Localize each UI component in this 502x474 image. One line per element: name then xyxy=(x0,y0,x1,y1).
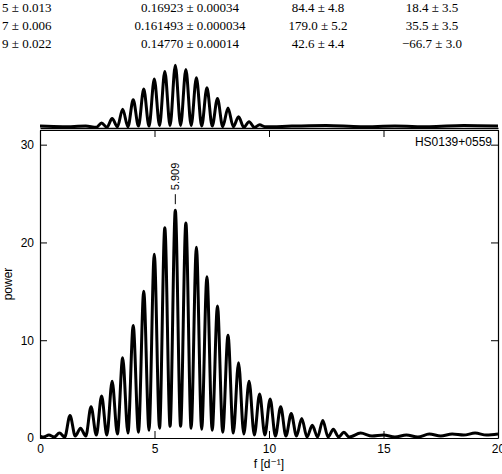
table-cell: −66.7 ± 3.0 xyxy=(402,36,462,51)
table-cell: 7 ± 0.006 xyxy=(2,18,52,33)
table-cell: 9 ± 0.022 xyxy=(2,36,51,51)
tick-mark xyxy=(384,431,385,438)
periodogram-line xyxy=(40,210,498,437)
table-cell: 179.0 ± 5.2 xyxy=(288,18,347,33)
tick xyxy=(491,145,498,146)
tick-label: 5 xyxy=(152,442,159,456)
tick-mark xyxy=(40,145,47,146)
tick-label: 20 xyxy=(21,236,35,250)
axis-line xyxy=(41,438,499,439)
table-cell: 18.4 ± 3.5 xyxy=(406,0,459,15)
table-cell: 84.4 ± 4.8 xyxy=(292,0,345,15)
window-baseline xyxy=(41,128,499,129)
tick: 0 xyxy=(27,431,47,445)
tick: 5 xyxy=(152,431,159,456)
tick-label: 10 xyxy=(21,334,35,348)
tick-mark xyxy=(491,340,498,341)
tick-label: 30 xyxy=(21,138,35,152)
tick-mark xyxy=(155,431,156,438)
x-axis: 0 5 10 15 20 xyxy=(37,431,502,456)
tick: 20 xyxy=(21,236,47,250)
table-cell: 0.16923 ± 0.00034 xyxy=(141,0,240,15)
y-right-axis xyxy=(491,131,499,439)
tick xyxy=(491,438,498,439)
object-label: HS0139+0559 xyxy=(415,135,492,149)
annotation: 5.909 xyxy=(169,163,181,191)
axis-line xyxy=(498,131,499,439)
tick xyxy=(491,242,498,243)
tick-mark xyxy=(491,145,498,146)
tick-mark xyxy=(40,242,47,243)
axis-line xyxy=(41,128,499,130)
tick: 30 xyxy=(21,138,47,152)
tick-label: 0 xyxy=(37,442,44,456)
x-axis-title: f [d⁻¹] xyxy=(254,457,284,471)
table-cell: 42.6 ± 4.4 xyxy=(292,36,345,51)
plot-area xyxy=(40,210,498,437)
tick xyxy=(155,130,156,137)
axis-line xyxy=(40,131,41,439)
tick: 10 xyxy=(21,334,47,348)
table-cell: 35.5 ± 3.5 xyxy=(406,18,459,33)
tick-mark xyxy=(384,130,385,137)
chart-root: 5 ± 0.013 0.16923 ± 0.00034 84.4 ± 4.8 18.4… xyxy=(0,0,502,474)
tick-label: 20 xyxy=(492,442,502,456)
tick xyxy=(269,130,270,137)
table: 5 ± 0.013 0.16923 ± 0.00034 84.4 ± 4.8 18.4… xyxy=(2,0,462,51)
tick: 10 xyxy=(263,431,277,456)
y-axis: 0 10 20 30 xyxy=(21,131,47,446)
tick xyxy=(384,130,385,137)
tick xyxy=(491,340,498,341)
table-cell: 0.14770 ± 0.00014 xyxy=(141,36,240,51)
tick-label: 15 xyxy=(377,442,391,456)
y-axis-title: power xyxy=(1,268,15,301)
tick-mark xyxy=(269,431,270,438)
tick: 20 xyxy=(492,431,502,456)
tick-mark xyxy=(269,130,270,137)
tick-label: 10 xyxy=(263,442,277,456)
table-cell: 5 ± 0.013 xyxy=(2,0,51,15)
tick: 15 xyxy=(377,431,391,456)
tick-mark xyxy=(155,130,156,137)
tick-mark xyxy=(491,438,498,439)
tick-mark xyxy=(40,438,47,439)
annotation-tick xyxy=(175,194,176,204)
tick-mark xyxy=(40,340,47,341)
table-cell: 0.161493 ± 0.000034 xyxy=(134,18,246,33)
window-plot xyxy=(40,65,498,127)
window-line xyxy=(40,65,498,127)
tick-label: 0 xyxy=(27,431,34,445)
tick-mark xyxy=(491,242,498,243)
